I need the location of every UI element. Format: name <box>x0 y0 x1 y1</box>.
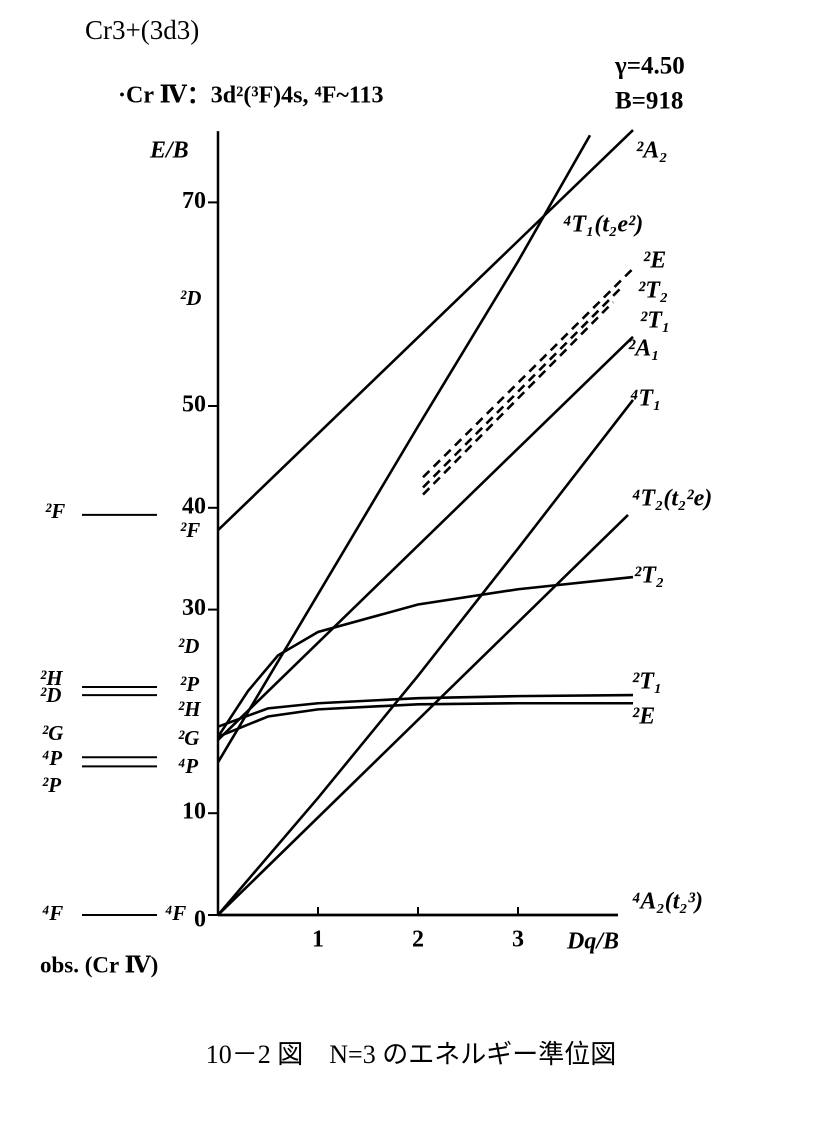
ion-term-label: ⁴F <box>165 901 186 925</box>
series-line <box>216 134 592 763</box>
series-line <box>217 693 634 728</box>
series-label: ²T₂ <box>634 563 664 589</box>
ion-term-label: ²D <box>180 286 201 310</box>
y-tick-label: 40 <box>182 493 206 519</box>
series-line <box>217 129 634 532</box>
x-axis-label: Dq/B <box>566 929 619 955</box>
ion-term-label: ⁴P <box>178 754 198 778</box>
parameter: B=918 <box>615 88 683 115</box>
series-label: ²T₂ <box>638 278 668 304</box>
y-tick-label: 10 <box>182 799 206 825</box>
series-label: ²E <box>632 704 655 730</box>
series-label: ⁴A₂(t₂³) <box>632 889 703 915</box>
y-tick-label: 30 <box>182 595 206 621</box>
series-line <box>217 513 629 916</box>
x-tick-label: 3 <box>512 927 524 953</box>
observed-term-label: ²P <box>42 773 61 797</box>
series-label: ²A₁ <box>628 336 660 362</box>
observed-term-label: ⁴P <box>42 746 62 770</box>
x-tick-label: 2 <box>412 927 424 953</box>
ion-term-label: ²F <box>180 518 200 542</box>
parameter: γ=4.50 <box>614 53 685 80</box>
series-label: ²E <box>643 248 666 274</box>
series-label: ²T₁ <box>632 669 662 695</box>
observed-term-label: ²G <box>42 721 63 745</box>
ion-term-label: ²P <box>180 672 199 696</box>
y-tick-label: 0 <box>194 907 206 933</box>
obs-label: obs. (Cr Ⅳ) <box>40 952 158 977</box>
y-axis-label: E/B <box>149 138 189 164</box>
series-label: ⁴T₂(t₂²e) <box>632 486 712 512</box>
observed-term-label: ²D <box>40 683 61 707</box>
series-line <box>217 335 634 741</box>
series-line <box>216 575 634 738</box>
series-label: ²A₂ <box>636 138 668 164</box>
series-line <box>217 399 635 916</box>
observed-term-label: ⁴F <box>42 901 63 925</box>
x-tick-label: 1 <box>312 927 324 953</box>
series-label: ⁴T₁(t₂e²) <box>563 212 643 238</box>
observed-term-label: ²H <box>40 666 63 690</box>
y-tick-label: 70 <box>182 188 206 214</box>
series-line <box>422 267 634 479</box>
ion-term-label: ²D <box>178 634 199 658</box>
series-line <box>422 301 614 496</box>
observed-term-label: ²F <box>45 499 65 523</box>
chart-title: Cr3+(3d3) <box>85 15 199 45</box>
series-label: ²T₁ <box>640 308 670 334</box>
ion-term-label: ²H <box>178 697 201 721</box>
caption: 10－2 図 N=3 のエネルギー準位図 <box>206 1040 616 1069</box>
y-tick-label: 50 <box>182 392 206 418</box>
series-label: ⁴T₁ <box>630 386 661 412</box>
ion-term-label: ²G <box>178 726 199 750</box>
series-line <box>217 701 633 739</box>
series-line <box>422 284 624 489</box>
chart-subtitle: ·Cr Ⅳ：3d²(³F)4s, ⁴F~113 <box>118 83 384 109</box>
